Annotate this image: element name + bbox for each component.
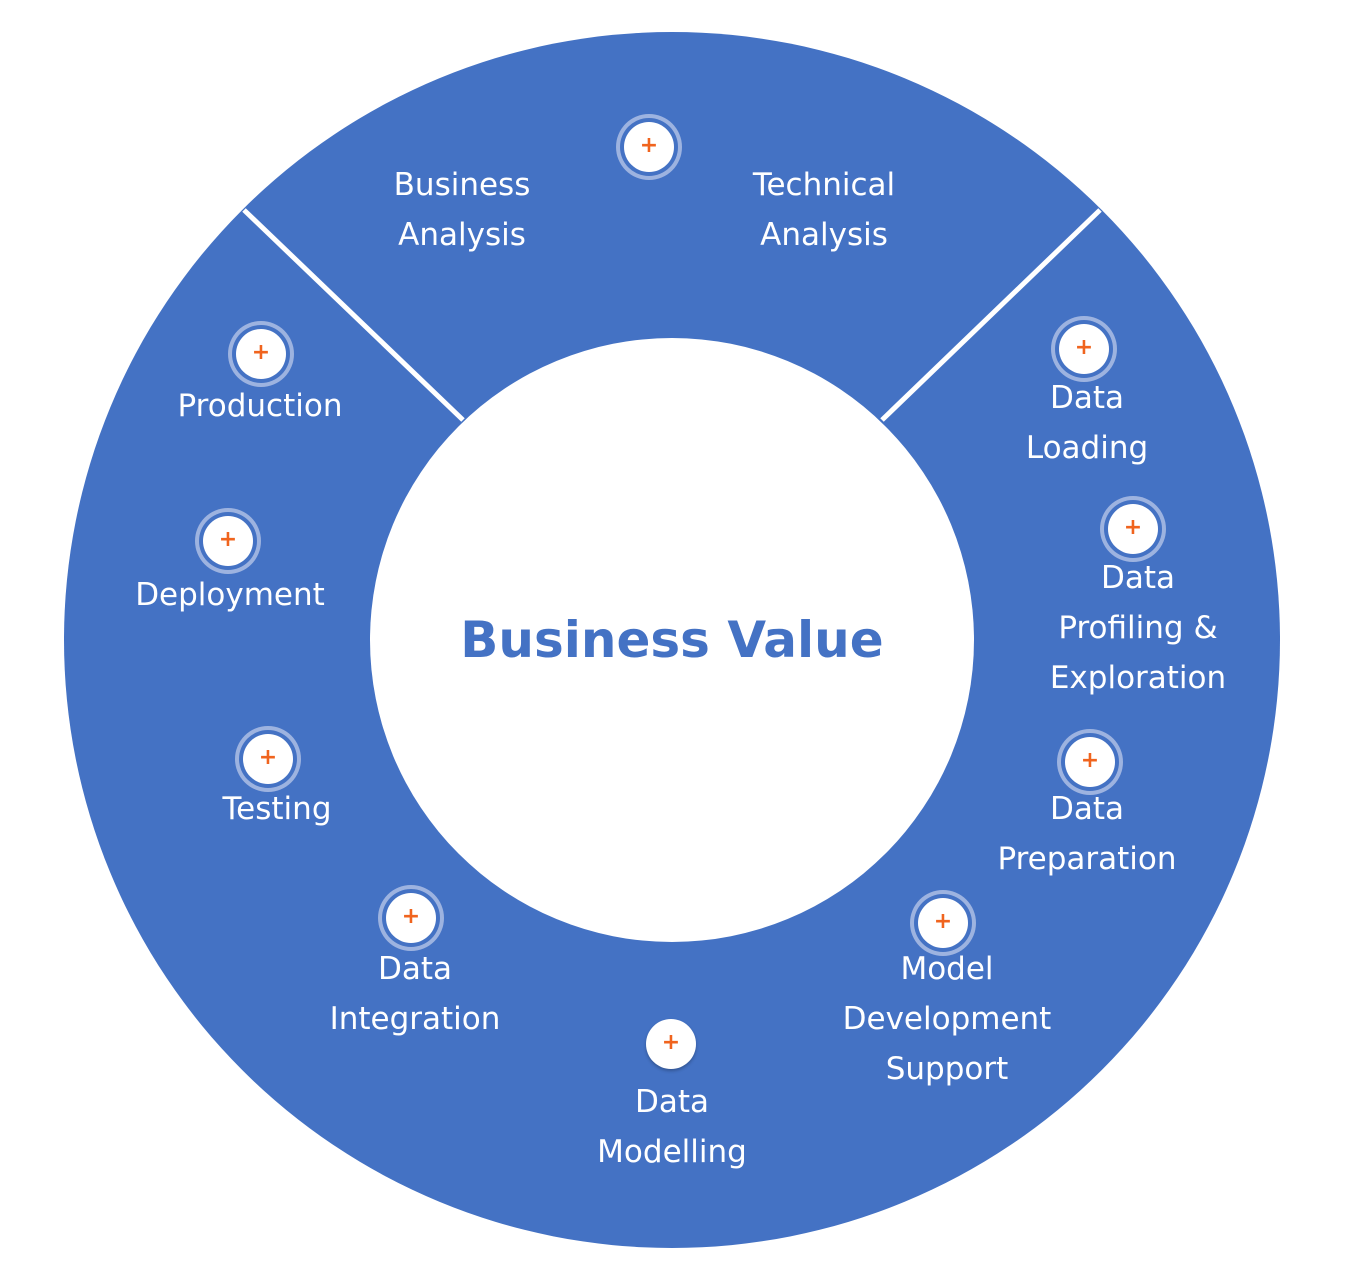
label-line: Data	[377, 951, 453, 987]
plus-icon: +	[933, 909, 953, 934]
label-line: Integration	[329, 1001, 501, 1037]
label-line: Production	[177, 388, 343, 424]
label-line: Technical	[752, 167, 896, 203]
label-line: Data	[1100, 560, 1176, 596]
segment-divider-left	[242, 208, 465, 422]
label-line: Profiling &	[1058, 610, 1218, 646]
label-testing: Testing	[223, 784, 332, 834]
center-circle	[370, 338, 974, 942]
label-data-profiling: Data Profiling & Exploration	[1050, 553, 1226, 703]
label-line: Data	[1049, 380, 1125, 416]
plus-icon: +	[258, 745, 278, 770]
plus-icon: +	[1074, 335, 1094, 360]
label-line: Loading	[1025, 430, 1149, 466]
hotspot-testing[interactable]: +	[243, 734, 293, 784]
label-line: Analysis	[760, 217, 888, 253]
plus-icon: +	[218, 527, 238, 552]
hotspot-data-preparation[interactable]: +	[1065, 737, 1115, 787]
hotspot-data-profiling[interactable]: +	[1108, 504, 1158, 554]
label-data-loading: Data Loading	[1026, 373, 1148, 473]
hotspot-data-integration[interactable]: +	[386, 893, 436, 943]
plus-icon: +	[639, 133, 659, 158]
label-data-modelling: Data Modelling	[597, 1077, 747, 1177]
label-line: Preparation	[997, 841, 1177, 877]
label-line: Data	[634, 1084, 710, 1120]
label-production: Production	[178, 381, 343, 431]
label-line: Business	[393, 167, 531, 203]
hotspot-data-modelling[interactable]: +	[646, 1019, 696, 1069]
plus-icon: +	[1080, 748, 1100, 773]
label-line: Analysis	[398, 217, 526, 253]
label-line: Testing	[222, 791, 332, 827]
segment-divider-right	[880, 208, 1102, 422]
label-technical-analysis: Technical Analysis	[753, 160, 895, 260]
plus-icon: +	[1123, 515, 1143, 540]
label-line: Deployment	[135, 577, 325, 613]
label-line: Modelling	[597, 1134, 747, 1170]
plus-icon: +	[401, 904, 421, 929]
hotspot-production[interactable]: +	[236, 329, 286, 379]
plus-icon: +	[661, 1030, 681, 1055]
label-model-development: Model Development Support	[843, 944, 1052, 1094]
label-line: Development	[842, 1001, 1052, 1037]
hotspot-technical-analysis[interactable]: +	[624, 122, 674, 172]
label-data-preparation: Data Preparation	[997, 784, 1176, 884]
hotspot-model-development[interactable]: +	[918, 898, 968, 948]
label-business-analysis: Business Analysis	[394, 160, 531, 260]
label-line: Support	[885, 1051, 1009, 1087]
label-line: Exploration	[1049, 660, 1227, 696]
hotspot-deployment[interactable]: +	[203, 516, 253, 566]
label-line: Model	[900, 951, 994, 987]
plus-icon: +	[251, 340, 271, 365]
center-title: Business Value	[460, 611, 884, 669]
label-deployment: Deployment	[135, 570, 325, 620]
label-data-integration: Data Integration	[330, 944, 501, 1044]
label-line: Data	[1049, 791, 1125, 827]
hotspot-data-loading[interactable]: +	[1059, 324, 1109, 374]
